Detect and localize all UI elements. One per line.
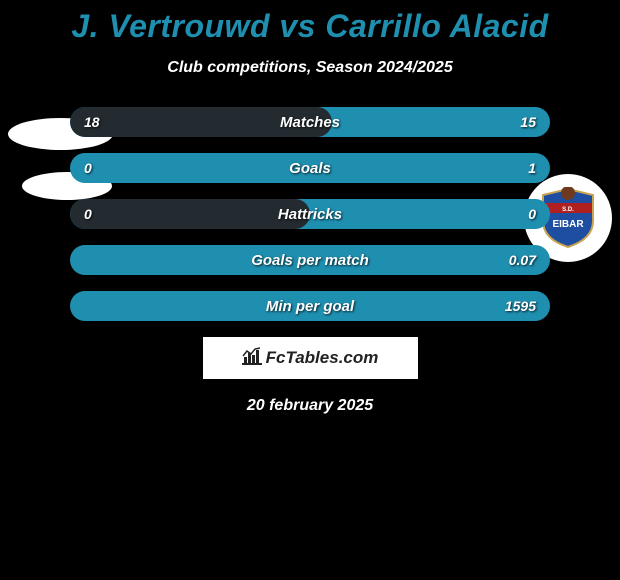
branding-text: FcTables.com: [242, 347, 379, 370]
subtitle: Club competitions, Season 2024/2025: [0, 59, 620, 77]
branding-box: FcTables.com: [203, 337, 418, 379]
stat-value-right: 0: [528, 206, 536, 222]
stat-row-min-per-goal: Min per goal 1595: [70, 291, 550, 321]
branding-label: FcTables.com: [266, 348, 379, 368]
stat-value-right: 1595: [505, 298, 536, 314]
stat-label: Min per goal: [70, 298, 550, 315]
stat-value-right: 15: [520, 114, 536, 130]
stat-value-right: 0.07: [509, 252, 536, 268]
stat-row-matches: 18 Matches 15: [70, 107, 550, 137]
stat-label: Hattricks: [70, 206, 550, 223]
stat-value-right: 1: [528, 160, 536, 176]
svg-text:EIBAR: EIBAR: [552, 219, 584, 230]
stat-row-goals: 0 Goals 1: [70, 153, 550, 183]
stat-row-goals-per-match: Goals per match 0.07: [70, 245, 550, 275]
svg-text:S.D.: S.D.: [562, 207, 574, 213]
stats-container: 18 Matches 15 0 Goals 1 0 Hattricks 0 Go…: [70, 107, 550, 321]
chart-icon: [242, 347, 262, 370]
stat-label: Goals per match: [70, 252, 550, 269]
stat-label: Matches: [70, 114, 550, 131]
stat-row-hattricks: 0 Hattricks 0: [70, 199, 550, 229]
page-title: J. Vertrouwd vs Carrillo Alacid: [0, 0, 620, 45]
stat-label: Goals: [70, 160, 550, 177]
date-text: 20 february 2025: [0, 397, 620, 415]
